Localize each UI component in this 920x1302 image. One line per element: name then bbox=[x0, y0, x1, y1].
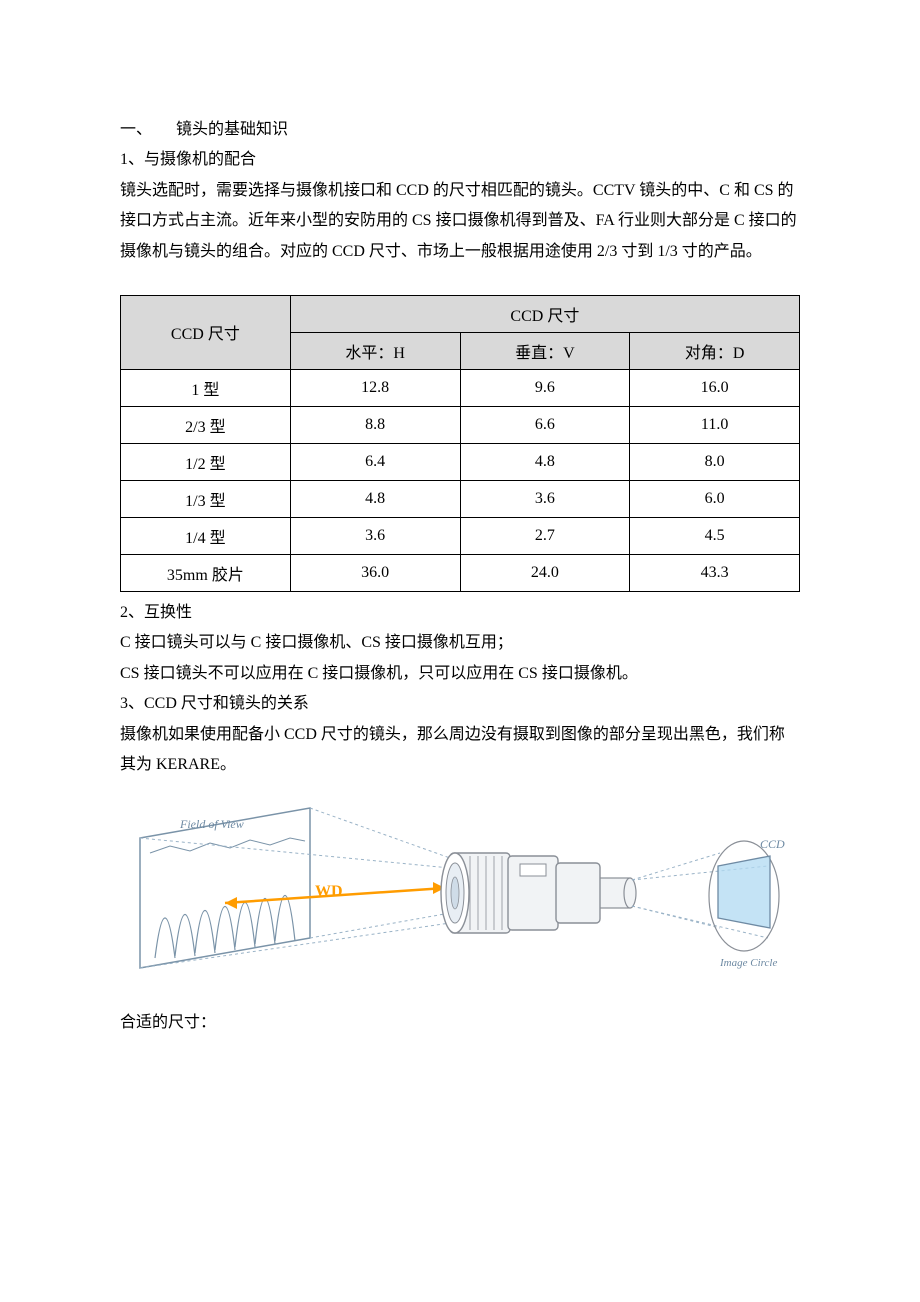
section-2-p1: C 接口镜头可以与 C 接口摄像机、CS 接口摄像机互用； bbox=[120, 628, 800, 658]
ccd-label: CCD bbox=[760, 837, 785, 851]
section-1-paragraph: 镜头选配时，需要选择与摄像机接口和 CCD 的尺寸相匹配的镜头。CCTV 镜头的… bbox=[120, 176, 800, 267]
table-row: 2/3 型 8.8 6.6 11.0 bbox=[121, 406, 800, 443]
cell-v: 2.7 bbox=[460, 517, 630, 554]
table-header-left: CCD 尺寸 bbox=[121, 295, 291, 369]
cell-h: 6.4 bbox=[290, 443, 460, 480]
table-col-v: 垂直：V bbox=[460, 332, 630, 369]
cell-h: 36.0 bbox=[290, 554, 460, 591]
cell-label: 1/2 型 bbox=[121, 443, 291, 480]
cell-label: 35mm 胶片 bbox=[121, 554, 291, 591]
section-3-p1: 摄像机如果使用配备小 CCD 尺寸的镜头，那么周边没有摄取到图像的部分呈现出黑色… bbox=[120, 720, 800, 781]
table-col-h: 水平：H bbox=[290, 332, 460, 369]
cell-h: 3.6 bbox=[290, 517, 460, 554]
cell-d: 43.3 bbox=[630, 554, 800, 591]
cell-v: 24.0 bbox=[460, 554, 630, 591]
cell-h: 4.8 bbox=[290, 480, 460, 517]
lens-diagram: Field of View WD bbox=[120, 788, 800, 988]
ccd-plane-icon: CCD bbox=[718, 837, 785, 928]
document-page: 一、 镜头的基础知识 1、与摄像机的配合 镜头选配时，需要选择与摄像机接口和 C… bbox=[0, 0, 920, 1119]
table-row: 1 型 12.8 9.6 16.0 bbox=[121, 369, 800, 406]
section-heading-1: 一、 镜头的基础知识 bbox=[120, 115, 800, 145]
cell-v: 9.6 bbox=[460, 369, 630, 406]
cell-d: 16.0 bbox=[630, 369, 800, 406]
cell-v: 4.8 bbox=[460, 443, 630, 480]
section-1-title: 1、与摄像机的配合 bbox=[120, 145, 800, 175]
table-row: 35mm 胶片 36.0 24.0 43.3 bbox=[121, 554, 800, 591]
cell-label: 1/4 型 bbox=[121, 517, 291, 554]
ccd-size-table: CCD 尺寸 CCD 尺寸 水平：H 垂直：V 对角：D 1 型 12.8 9.… bbox=[120, 295, 800, 592]
cell-h: 12.8 bbox=[290, 369, 460, 406]
cell-v: 6.6 bbox=[460, 406, 630, 443]
cell-d: 11.0 bbox=[630, 406, 800, 443]
cell-d: 4.5 bbox=[630, 517, 800, 554]
cell-d: 8.0 bbox=[630, 443, 800, 480]
table-header-row-1: CCD 尺寸 CCD 尺寸 bbox=[121, 295, 800, 332]
table-row: 1/3 型 4.8 3.6 6.0 bbox=[121, 480, 800, 517]
table-header-right: CCD 尺寸 bbox=[290, 295, 799, 332]
footer-text: 合适的尺寸： bbox=[120, 1008, 800, 1038]
fov-label: Field of View bbox=[179, 817, 244, 831]
cell-label: 2/3 型 bbox=[121, 406, 291, 443]
lens-body-icon bbox=[441, 853, 636, 933]
fov-plane-icon: Field of View bbox=[140, 808, 310, 968]
section-2-p2: CS 接口镜头不可以应用在 C 接口摄像机，只可以应用在 CS 接口摄像机。 bbox=[120, 659, 800, 689]
table-row: 1/4 型 3.6 2.7 4.5 bbox=[121, 517, 800, 554]
cell-h: 8.8 bbox=[290, 406, 460, 443]
image-circle-label: Image Circle bbox=[719, 957, 777, 969]
cell-v: 3.6 bbox=[460, 480, 630, 517]
section-3-title: 3、CCD 尺寸和镜头的关系 bbox=[120, 689, 800, 719]
wd-label: WD bbox=[315, 883, 343, 900]
cell-label: 1/3 型 bbox=[121, 480, 291, 517]
section-2-title: 2、互换性 bbox=[120, 598, 800, 628]
cell-d: 6.0 bbox=[630, 480, 800, 517]
table-col-d: 对角：D bbox=[630, 332, 800, 369]
cell-label: 1 型 bbox=[121, 369, 291, 406]
table-row: 1/2 型 6.4 4.8 8.0 bbox=[121, 443, 800, 480]
table-body: 1 型 12.8 9.6 16.0 2/3 型 8.8 6.6 11.0 1/2… bbox=[121, 369, 800, 591]
